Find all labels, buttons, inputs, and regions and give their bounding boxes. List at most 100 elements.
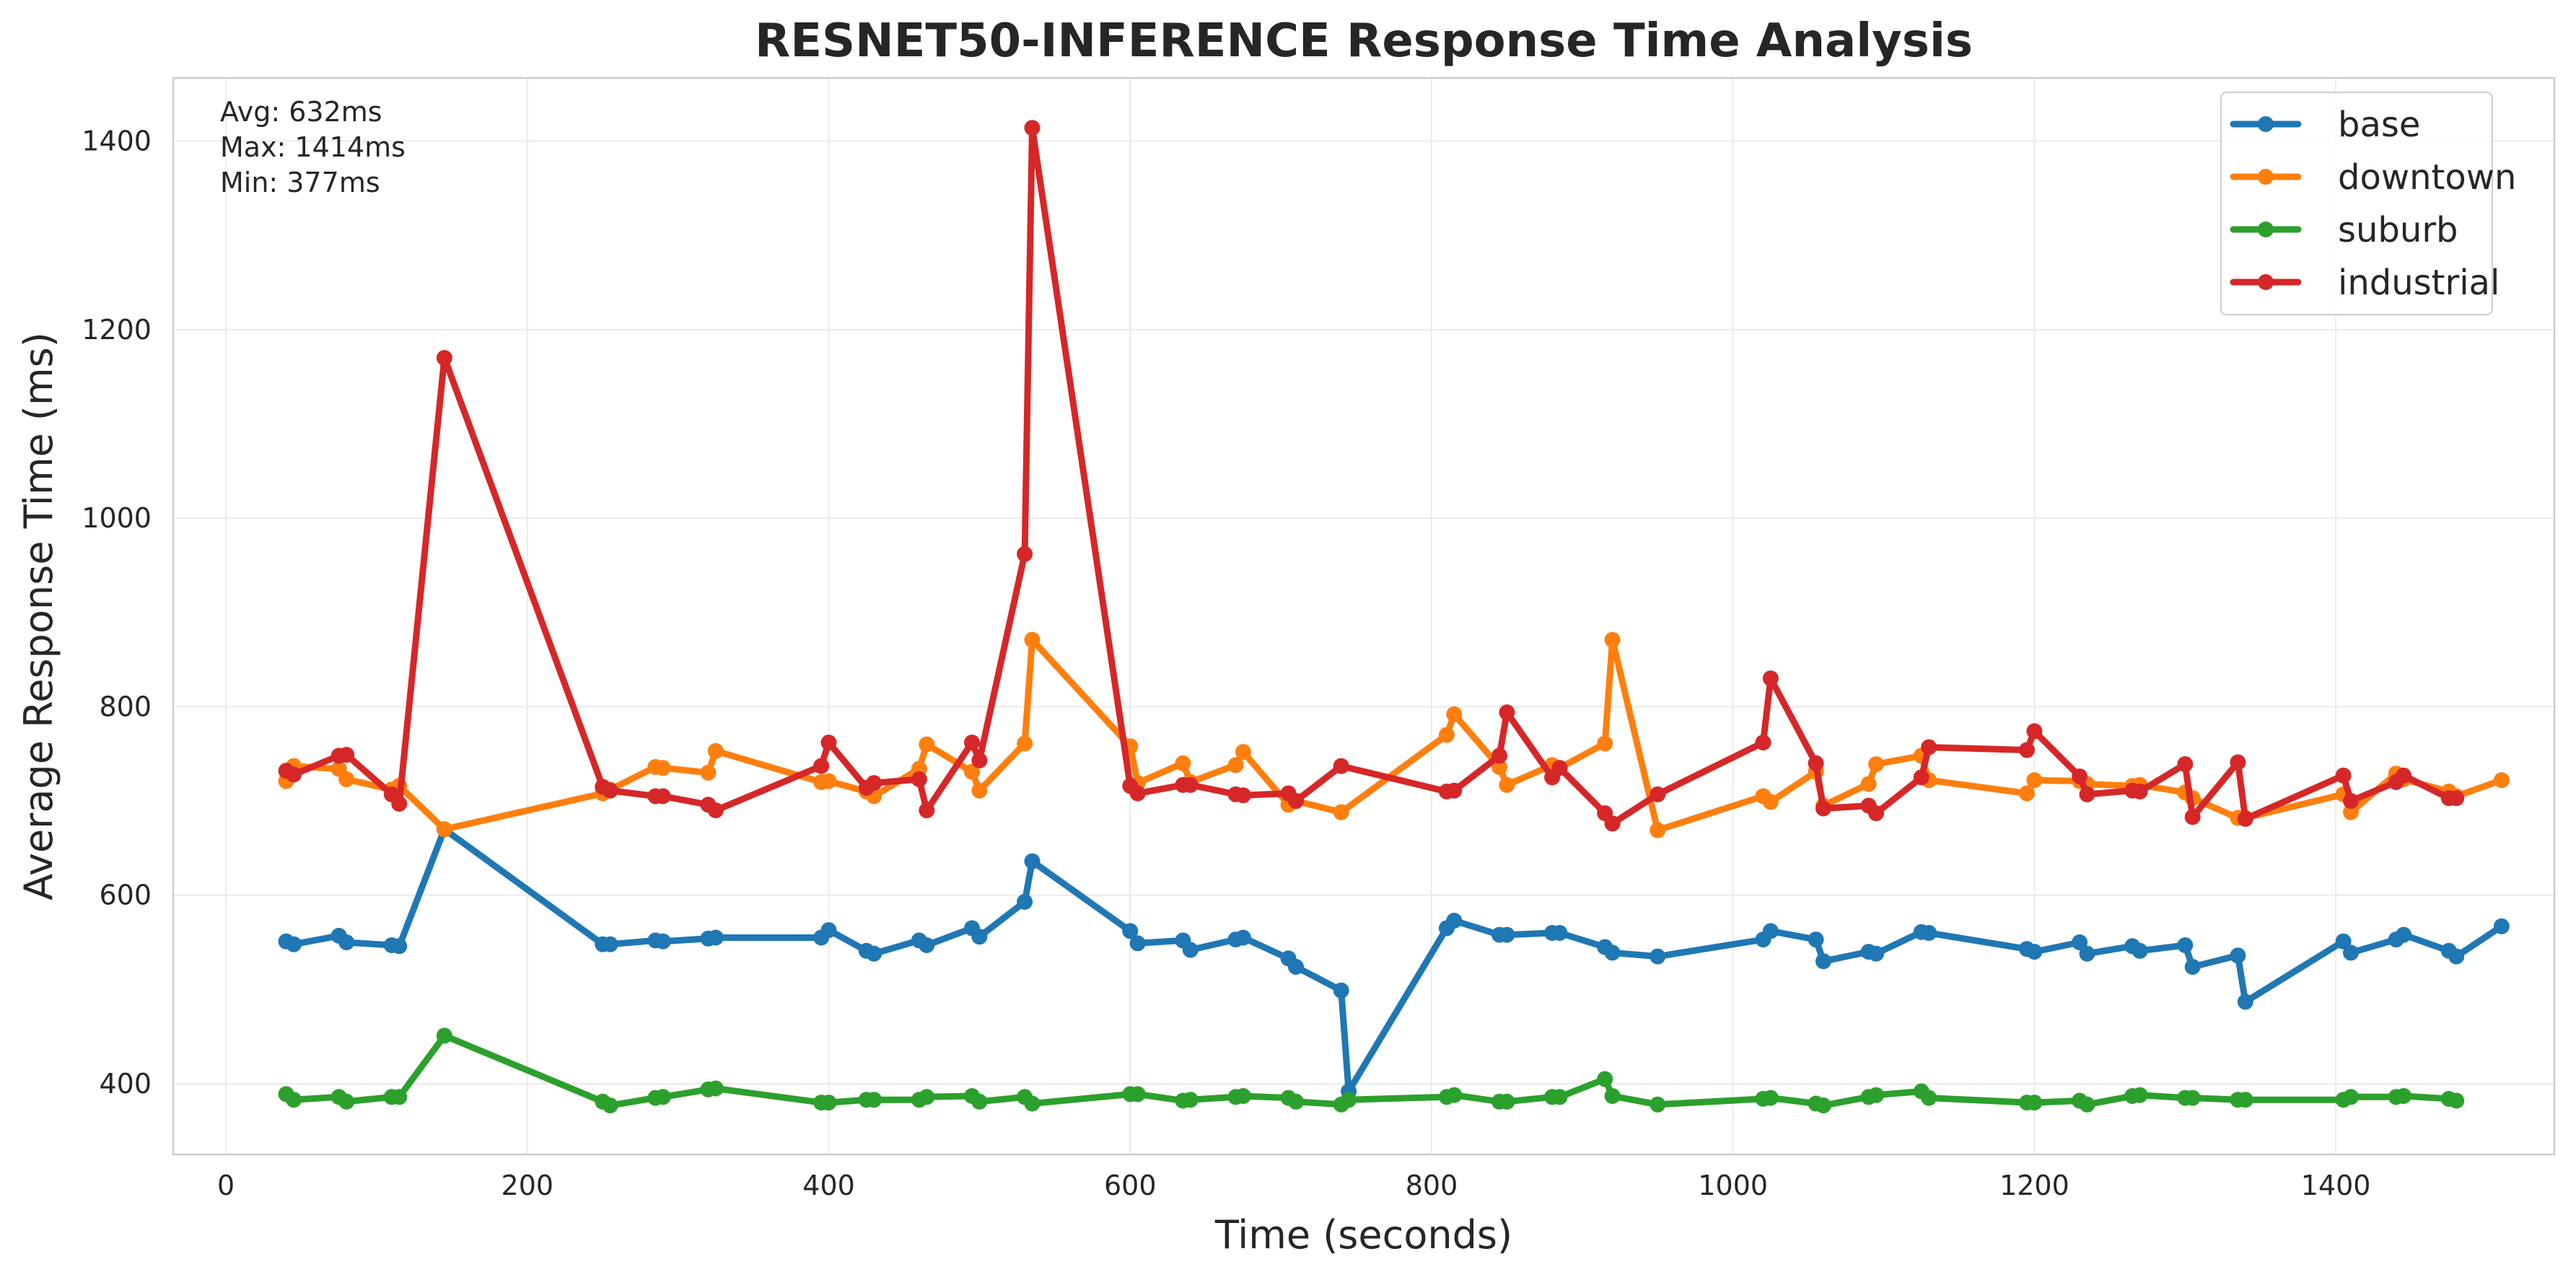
data-point-industrial: [1017, 545, 1033, 562]
data-point-downtown: [964, 763, 980, 780]
data-point-industrial: [813, 758, 830, 774]
legend-items: base downtown suburb industrial: [2230, 105, 2516, 303]
data-point-base: [2230, 947, 2246, 964]
data-point-industrial: [1182, 776, 1199, 793]
data-point-downtown: [1438, 727, 1455, 743]
data-point-downtown: [1235, 744, 1251, 760]
data-point-industrial: [820, 735, 837, 751]
data-point-suburb: [1650, 1096, 1666, 1113]
x-tick-label: 200: [501, 1170, 554, 1201]
data-point-industrial: [1762, 670, 1779, 687]
data-point-downtown: [1175, 755, 1191, 771]
data-point-suburb: [1551, 1089, 1568, 1105]
data-point-base: [2448, 948, 2465, 965]
series-suburb: [278, 1027, 2465, 1114]
data-point-industrial: [1551, 760, 1568, 776]
data-point-base: [2072, 934, 2088, 950]
data-point-suburb: [1341, 1092, 1357, 1108]
data-point-industrial: [602, 782, 618, 799]
x-tick-label: 1000: [1698, 1170, 1768, 1201]
data-point-base: [1499, 926, 1515, 943]
legend-swatch-marker: [2258, 116, 2274, 132]
data-point-base: [1288, 959, 1304, 975]
data-point-industrial: [1333, 758, 1349, 774]
y-axis-label: Average Response Time (ms): [16, 332, 61, 900]
data-point-base: [2079, 945, 2095, 962]
data-point-suburb: [1597, 1071, 1613, 1087]
legend-swatch-marker: [2258, 274, 2274, 290]
legend-swatch-marker: [2258, 169, 2274, 185]
data-point-industrial: [338, 747, 355, 763]
data-point-industrial: [1129, 785, 1146, 802]
data-point-suburb: [2396, 1088, 2412, 1104]
data-point-suburb: [2184, 1090, 2201, 1106]
data-point-suburb: [1868, 1087, 1885, 1103]
data-point-downtown: [1597, 735, 1613, 752]
data-point-suburb: [391, 1089, 408, 1105]
data-point-base: [1762, 923, 1779, 939]
data-point-industrial: [1868, 805, 1885, 822]
data-point-base: [2493, 918, 2510, 934]
data-point-suburb: [2448, 1092, 2465, 1109]
data-point-base: [1921, 925, 1937, 941]
data-point-base: [1122, 923, 1139, 939]
data-point-industrial: [1235, 787, 1251, 804]
legend-item-suburb: suburb: [2230, 210, 2458, 250]
y-tick-label: 800: [99, 691, 152, 722]
data-point-downtown: [2493, 772, 2510, 789]
data-point-base: [2026, 944, 2043, 960]
data-point-downtown: [1227, 757, 1244, 773]
data-point-downtown: [1860, 776, 1877, 792]
data-point-downtown: [654, 760, 671, 776]
data-point-base: [1868, 945, 1885, 962]
data-point-downtown: [1650, 822, 1666, 838]
data-point-industrial: [1288, 793, 1304, 810]
data-point-industrial: [2184, 809, 2201, 825]
data-point-base: [2396, 926, 2412, 943]
data-point-industrial: [1755, 735, 1771, 751]
plot-area-frame: [172, 76, 2556, 1156]
series-base: [278, 821, 2510, 1100]
data-point-industrial: [2237, 810, 2253, 827]
legend-item-downtown: downtown: [2230, 157, 2516, 198]
series-layer: [278, 120, 2510, 1114]
data-point-base: [919, 937, 935, 953]
data-point-industrial: [1446, 782, 1463, 799]
data-point-suburb: [286, 1092, 302, 1108]
axis-ticks: 0 200 400 600 800 1000 1200 1400 400 600 800 1000 12…: [82, 126, 2370, 1201]
data-point-base: [2177, 937, 2194, 953]
data-point-base: [2343, 944, 2359, 961]
x-tick-label: 0: [217, 1170, 235, 1201]
data-point-downtown: [707, 742, 724, 759]
data-point-industrial: [391, 796, 408, 812]
data-point-base: [1551, 925, 1568, 941]
x-tick-label: 600: [1104, 1170, 1157, 1201]
data-point-suburb: [2343, 1089, 2359, 1105]
data-point-base: [1604, 944, 1621, 961]
data-point-base: [654, 933, 671, 950]
data-point-base: [1017, 893, 1033, 910]
data-point-suburb: [707, 1080, 724, 1097]
stats-max: Max: 1414ms: [220, 131, 406, 163]
data-point-suburb: [654, 1089, 671, 1105]
legend-swatch-marker: [2258, 222, 2274, 237]
data-point-industrial: [1808, 755, 1824, 771]
data-point-suburb: [1024, 1095, 1041, 1112]
data-point-downtown: [2343, 804, 2359, 820]
data-point-industrial: [866, 775, 882, 792]
data-point-industrial: [971, 752, 988, 768]
data-point-downtown: [1604, 631, 1621, 648]
data-point-industrial: [2026, 723, 2043, 740]
data-point-industrial: [286, 766, 302, 783]
data-point-suburb: [602, 1097, 618, 1114]
data-point-suburb: [2237, 1092, 2253, 1108]
data-point-downtown: [1017, 735, 1033, 752]
legend-label: downtown: [2338, 157, 2516, 198]
data-point-downtown: [1499, 776, 1515, 793]
y-tick-label: 1200: [82, 314, 152, 346]
data-point-suburb: [1815, 1097, 1831, 1114]
series-industrial: [278, 120, 2465, 832]
data-point-suburb: [1604, 1088, 1621, 1104]
data-point-industrial: [1921, 739, 1937, 755]
